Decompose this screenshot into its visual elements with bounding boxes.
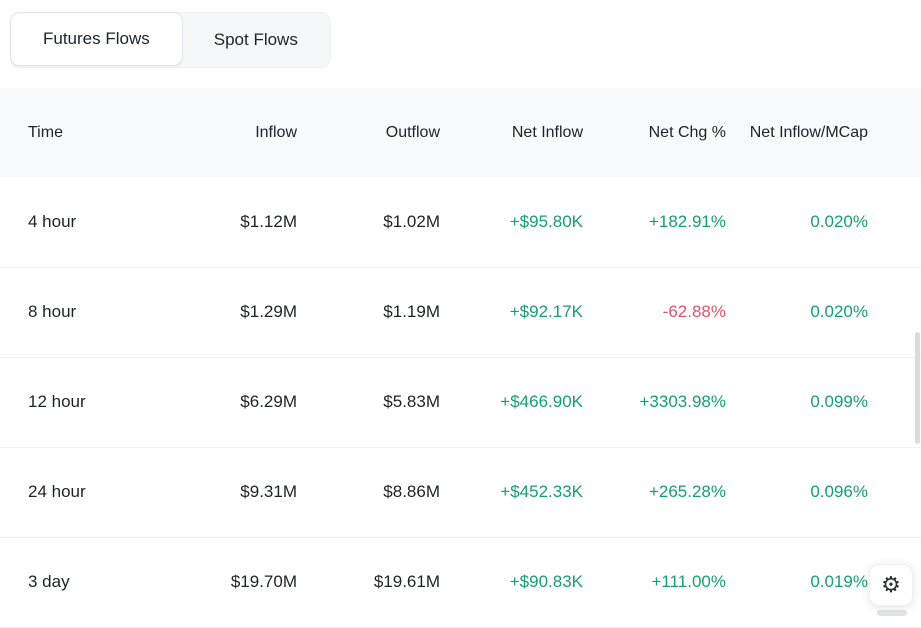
cell-inflow: $1.29M — [166, 267, 309, 358]
cell-inflow: $19.70M — [166, 537, 309, 628]
cell-time: 3 day — [0, 537, 166, 628]
tab-spot-flows[interactable]: Spot Flows — [182, 13, 330, 67]
cell-net-chg: -62.88% — [595, 267, 738, 358]
cell-net-inflow: +$92.17K — [452, 267, 595, 358]
cell-time: 12 hour — [0, 357, 166, 448]
cell-net-inflow: +$452.33K — [452, 447, 595, 538]
tab-futures-flows-label: Futures Flows — [43, 29, 150, 48]
cell-outflow: $8.86M — [309, 447, 452, 538]
cell-inflow: $9.31M — [166, 447, 309, 538]
cell-net-chg: +3303.98% — [595, 357, 738, 448]
horizontal-scrollbar-thumb[interactable] — [877, 610, 907, 616]
col-header-net-inflow-mcap: Net Inflow/MCap — [738, 88, 921, 177]
cell-outflow: $1.02M — [309, 177, 452, 268]
futures-flows-table: Time Inflow Outflow Net Inflow Net Chg %… — [0, 88, 921, 628]
col-header-outflow: Outflow — [309, 88, 452, 177]
cell-inflow: $1.12M — [166, 177, 309, 268]
table-row: 8 hour $1.29M $1.19M +$92.17K -62.88% 0.… — [0, 267, 921, 358]
col-header-time: Time — [0, 88, 166, 177]
table-header-row: Time Inflow Outflow Net Inflow Net Chg %… — [0, 88, 921, 177]
cell-net-inflow-mcap: 0.096% — [738, 447, 921, 538]
table-header: Time Inflow Outflow Net Inflow Net Chg %… — [0, 88, 921, 177]
cell-time: 4 hour — [0, 177, 166, 268]
cell-outflow: $5.83M — [309, 357, 452, 448]
cell-net-chg: +111.00% — [595, 537, 738, 628]
tab-futures-flows[interactable]: Futures Flows — [10, 12, 183, 66]
cell-inflow: $6.29M — [166, 357, 309, 448]
col-header-net-chg: Net Chg % — [595, 88, 738, 177]
cell-time: 8 hour — [0, 267, 166, 358]
cell-net-inflow: +$95.80K — [452, 177, 595, 268]
cell-net-inflow-mcap: 0.099% — [738, 357, 921, 448]
vertical-scrollbar-thumb[interactable] — [915, 332, 920, 444]
table-row: 12 hour $6.29M $5.83M +$466.90K +3303.98… — [0, 357, 921, 448]
cell-outflow: $1.19M — [309, 267, 452, 358]
cell-net-inflow-mcap: 0.020% — [738, 177, 921, 268]
tab-spot-flows-label: Spot Flows — [213, 30, 298, 49]
settings-button[interactable]: ⚙ — [869, 564, 913, 606]
gear-icon: ⚙ — [881, 572, 901, 597]
cell-net-chg: +265.28% — [595, 447, 738, 538]
table-row: 3 day $19.70M $19.61M +$90.83K +111.00% … — [0, 537, 921, 628]
col-header-net-inflow: Net Inflow — [452, 88, 595, 177]
cell-net-chg: +182.91% — [595, 177, 738, 268]
cell-net-inflow: +$90.83K — [452, 537, 595, 628]
table-row: 4 hour $1.12M $1.02M +$95.80K +182.91% 0… — [0, 177, 921, 268]
cell-time: 24 hour — [0, 447, 166, 538]
col-header-inflow: Inflow — [166, 88, 309, 177]
cell-net-inflow-mcap: 0.020% — [738, 267, 921, 358]
cell-net-inflow: +$466.90K — [452, 357, 595, 448]
flows-tabbar: Futures Flows Spot Flows — [10, 12, 331, 68]
cell-outflow: $19.61M — [309, 537, 452, 628]
table-row: 24 hour $9.31M $8.86M +$452.33K +265.28%… — [0, 447, 921, 538]
